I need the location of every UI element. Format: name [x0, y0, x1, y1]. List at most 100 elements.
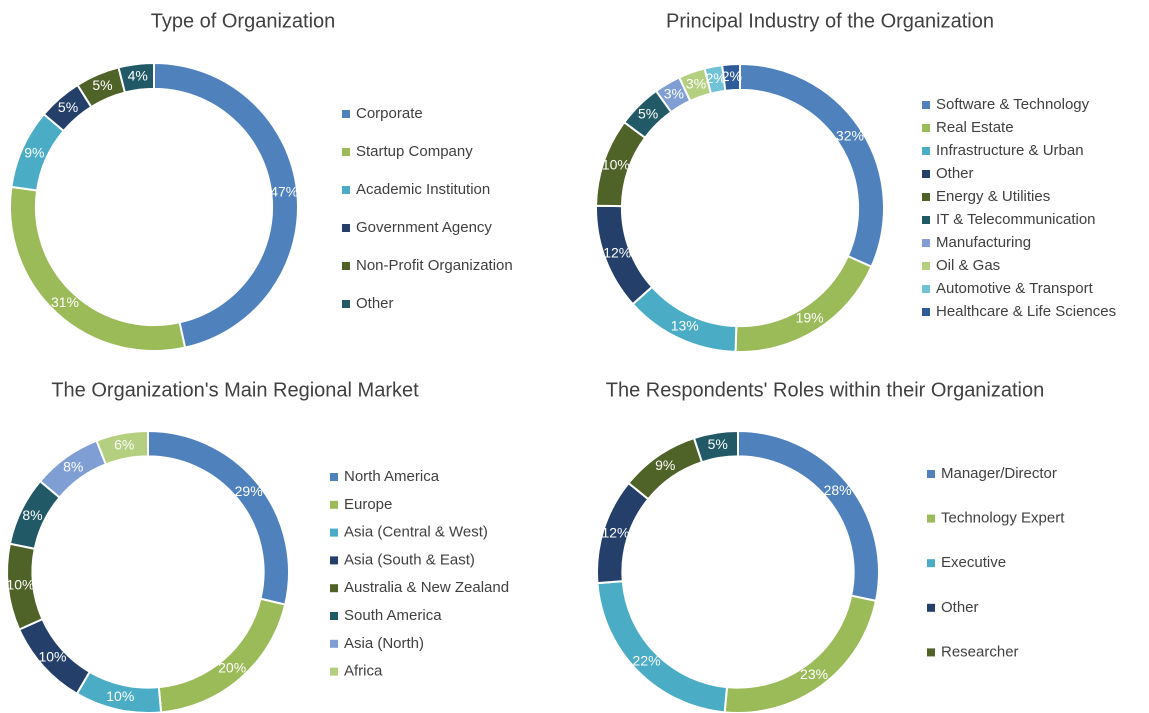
legend-swatch	[927, 470, 935, 478]
data-label: 6%	[114, 437, 134, 453]
legend-swatch	[927, 603, 935, 612]
chart-title: Principal Industry of the Organization	[666, 10, 994, 32]
legend-swatch	[922, 285, 930, 293]
legend-label: Manager/Director	[941, 465, 1057, 482]
data-label: 13%	[671, 318, 699, 334]
data-label: 20%	[218, 660, 246, 676]
legend-swatch	[922, 101, 930, 109]
donut-slice	[723, 594, 878, 713]
legend-swatch	[922, 262, 930, 270]
legend-label: Non-Profit Organization	[356, 257, 513, 274]
donut-slice	[9, 185, 187, 352]
data-label: 22%	[633, 653, 661, 669]
data-label: 5%	[92, 77, 112, 93]
legend-swatch	[922, 147, 930, 155]
chart-title: Type of Organization	[151, 10, 336, 32]
legend-label: Executive	[941, 554, 1006, 571]
data-label: 5%	[708, 436, 728, 452]
legend-label: Corporate	[356, 105, 423, 122]
legend-label: Other	[356, 295, 394, 312]
legend-swatch	[330, 528, 338, 537]
data-label: 10%	[6, 577, 34, 593]
legend-label: North America	[344, 468, 440, 485]
legend-swatch	[342, 110, 350, 118]
legend-swatch	[342, 300, 350, 308]
data-label: 10%	[38, 648, 66, 664]
legend-label: Australia & New Zealand	[344, 579, 509, 596]
data-label: 8%	[22, 507, 42, 523]
data-label: 2%	[706, 70, 726, 86]
legend-label: Oil & Gas	[936, 257, 1000, 274]
data-label: 29%	[235, 483, 263, 499]
legend-label: South America	[344, 607, 442, 624]
legend-swatch	[330, 639, 338, 648]
legend-swatch	[330, 667, 338, 676]
legend-label: Automotive & Transport	[936, 280, 1094, 297]
legend-swatch	[922, 170, 930, 178]
chart-title: The Respondents' Roles within their Orga…	[606, 379, 1045, 401]
data-label: 32%	[836, 127, 864, 143]
donut-slice	[147, 429, 290, 606]
data-label: 4%	[128, 68, 148, 84]
legend-label: Other	[941, 599, 979, 616]
data-label: 9%	[655, 457, 675, 473]
legend-label: Africa	[344, 663, 383, 680]
data-label: 12%	[601, 525, 629, 541]
legend-swatch	[922, 124, 930, 132]
legend-swatch	[342, 148, 350, 156]
legend-label: Healthcare & Life Sciences	[936, 303, 1116, 320]
legend-swatch	[330, 556, 338, 565]
legend-label: Europe	[344, 496, 392, 513]
legend-label: Academic Institution	[356, 181, 490, 198]
data-label: 2%	[722, 68, 742, 84]
data-label: 3%	[686, 75, 706, 91]
legend-label: Infrastructure & Urban	[936, 142, 1084, 159]
legend-label: Other	[936, 165, 974, 182]
legend-label: Asia (Central & West)	[344, 524, 488, 541]
donut-slice	[95, 429, 149, 466]
data-label: 10%	[602, 157, 630, 173]
data-label: 5%	[58, 99, 78, 115]
donut-slice	[739, 62, 885, 269]
data-label: 10%	[106, 688, 134, 704]
data-label: 47%	[270, 183, 298, 199]
legend-swatch	[927, 514, 935, 523]
legend-swatch	[342, 224, 350, 232]
legend-swatch	[922, 308, 930, 316]
legend-swatch	[927, 559, 935, 568]
legend-swatch	[922, 239, 930, 247]
donut-slice	[157, 597, 287, 713]
legend-swatch	[330, 500, 338, 509]
legend-swatch	[922, 193, 930, 201]
legend-label: Researcher	[941, 643, 1019, 660]
legend-label: Manufacturing	[936, 234, 1031, 251]
legend-label: Energy & Utilities	[936, 188, 1050, 205]
donut-slice	[734, 254, 873, 353]
legend-label: Real Estate	[936, 119, 1014, 136]
legend-label: Government Agency	[356, 219, 492, 236]
data-label: 12%	[603, 245, 631, 261]
donut-slice	[721, 62, 741, 92]
data-label: 23%	[800, 666, 828, 682]
data-label: 9%	[24, 144, 44, 160]
data-label: 8%	[63, 458, 83, 474]
legend-label: IT & Telecommunication	[936, 211, 1096, 228]
legend-label: Technology Expert	[941, 510, 1065, 527]
chart-title: The Organization's Main Regional Market	[51, 379, 419, 401]
legend-swatch	[927, 648, 935, 657]
legend-swatch	[330, 612, 338, 620]
donut-slice	[596, 580, 729, 713]
legend-swatch	[330, 473, 338, 481]
donut-slice	[737, 429, 880, 603]
data-label: 19%	[796, 310, 824, 326]
donut-slice	[117, 61, 155, 94]
donut-slice	[692, 429, 739, 464]
data-label: 28%	[824, 482, 852, 498]
data-label: 5%	[638, 105, 658, 121]
data-label: 31%	[51, 294, 79, 310]
legend-label: Asia (South & East)	[344, 551, 475, 568]
legend-swatch	[342, 262, 350, 270]
legend-label: Software & Technology	[936, 96, 1090, 113]
legend-label: Asia (North)	[344, 635, 424, 652]
